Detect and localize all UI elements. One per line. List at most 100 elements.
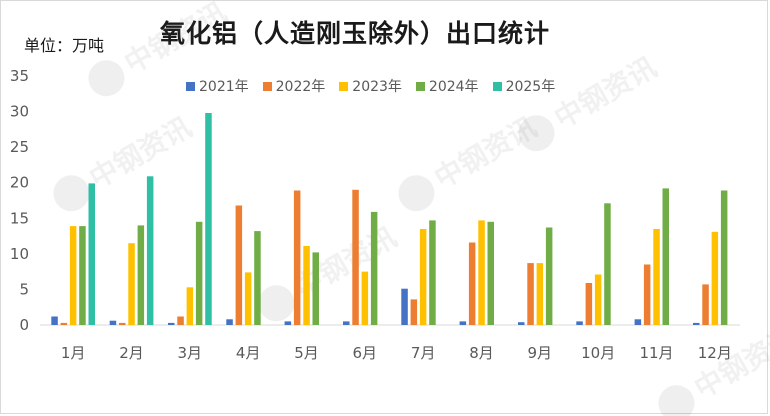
- bar-2023-7: [419, 229, 427, 325]
- legend-swatch-2025: [492, 81, 502, 91]
- y-tick-label: 0: [19, 316, 29, 334]
- bar-2021-2: [109, 320, 117, 325]
- bar-2021-7: [401, 288, 408, 325]
- bar-2023-10: [594, 274, 602, 325]
- watermark-circle: [518, 115, 555, 152]
- y-tick-label: 25: [10, 138, 29, 156]
- bar-2022-5: [293, 190, 301, 325]
- x-tick-label: 3月: [178, 344, 203, 362]
- bar-2024-2: [137, 225, 145, 325]
- bar-2021-3: [168, 322, 175, 325]
- y-tick-label: 35: [10, 67, 29, 85]
- bar-2024-8: [487, 221, 494, 325]
- bar-2021-4: [226, 319, 233, 325]
- watermark-logo: 中钢资讯: [53, 110, 198, 212]
- legend-swatch-2024: [415, 81, 425, 91]
- bar-2024-3: [195, 221, 203, 325]
- bar-2024-11: [662, 188, 669, 325]
- legend-swatch-2023: [339, 81, 349, 91]
- bar-2021-9: [518, 322, 525, 325]
- bar-2021-10: [576, 321, 583, 325]
- bar-2021-6: [343, 321, 350, 325]
- watermark-circle: [53, 175, 90, 212]
- bar-2025-3: [205, 113, 212, 325]
- watermark-circle: [658, 385, 695, 416]
- y-tick-label: 10: [10, 245, 29, 263]
- bar-2023-2: [128, 243, 135, 325]
- bar-2023-1: [69, 226, 77, 325]
- y-tick-label: 20: [10, 174, 29, 192]
- watermark-circle: [88, 60, 125, 97]
- legend-label-2022: 2022年: [275, 79, 326, 95]
- bar-2023-3: [186, 287, 194, 325]
- watermark-text: 中钢资讯: [119, 0, 233, 80]
- legend-item-2021: 2021年: [186, 76, 249, 96]
- x-tick-label: 12月: [698, 344, 732, 362]
- bar-2021-11: [634, 319, 642, 325]
- bar-2024-1: [79, 226, 86, 325]
- bar-2021-1: [51, 316, 58, 325]
- bar-2022-4: [235, 205, 243, 325]
- legend-item-2022: 2022年: [262, 76, 326, 96]
- bar-2021-5: [284, 321, 292, 325]
- bar-2022-2: [119, 322, 126, 325]
- bar-2022-6: [352, 189, 359, 325]
- x-tick-label: 10月: [581, 344, 615, 362]
- x-tick-label: 1月: [61, 344, 86, 362]
- bar-2024-9: [545, 227, 553, 325]
- legend-label-2023: 2023年: [352, 79, 402, 95]
- bar-2022-7: [410, 299, 418, 325]
- bar-2022-11: [643, 264, 651, 325]
- bar-2023-8: [478, 220, 485, 325]
- bar-2022-3: [177, 316, 184, 325]
- bar-2024-7: [429, 220, 436, 325]
- bar-2023-9: [536, 263, 544, 325]
- bar-2022-12: [702, 284, 709, 325]
- x-tick-label: 2月: [119, 344, 144, 362]
- bar-2021-8: [459, 321, 467, 325]
- bar-2024-10: [604, 203, 611, 325]
- legend-label-2021: 2021年: [199, 79, 249, 95]
- bar-2023-5: [303, 246, 310, 325]
- legend-label-2024: 2024年: [428, 79, 479, 95]
- x-tick-label: 4月: [236, 344, 261, 362]
- watermark-logo: 中钢资讯: [88, 0, 233, 97]
- legend-item-2023: 2023年: [339, 76, 402, 96]
- bar-2024-5: [312, 252, 319, 325]
- bar-2024-6: [370, 211, 378, 325]
- legend-item-2024: 2024年: [415, 76, 479, 96]
- bar-2022-9: [527, 263, 534, 325]
- legend-item-2025: 2025年: [492, 76, 556, 96]
- bar-2022-8: [468, 242, 476, 325]
- bar-2025-1: [88, 183, 95, 325]
- legend-swatch-2021: [186, 81, 195, 91]
- y-tick-label: 5: [19, 280, 29, 298]
- bar-2025-2: [146, 176, 154, 325]
- bar-2024-12: [720, 190, 728, 325]
- unit-label: 单位：万吨: [24, 36, 105, 55]
- bar-2023-11: [653, 229, 660, 325]
- x-tick-label: 5月: [294, 344, 319, 362]
- legend-label-2025: 2025年: [505, 79, 556, 95]
- bar-2023-6: [361, 271, 369, 325]
- legend-swatch-2022: [262, 81, 272, 91]
- watermark-logo: 中钢资讯: [258, 220, 402, 322]
- x-tick-label: 8月: [469, 344, 494, 362]
- chart-legend: 2021年 2022年 2023年 2024年 2025年: [186, 76, 555, 96]
- watermark-logo: 中钢资讯: [518, 50, 663, 152]
- watermark-circle: [398, 175, 435, 212]
- bar-2021-12: [693, 322, 700, 325]
- x-tick-label: 7月: [411, 344, 436, 362]
- watermark-text: 中钢资讯: [84, 110, 198, 195]
- watermark-circle: [258, 285, 295, 322]
- y-tick-label: 15: [10, 209, 29, 227]
- bar-2022-1: [60, 322, 68, 325]
- watermark-text: 中钢资讯: [689, 320, 770, 405]
- bar-2024-4: [254, 231, 261, 325]
- bar-2022-10: [585, 283, 593, 325]
- y-tick-label: 30: [10, 103, 29, 121]
- watermark-text: 中钢资讯: [549, 50, 663, 135]
- x-tick-label: 9月: [528, 344, 553, 362]
